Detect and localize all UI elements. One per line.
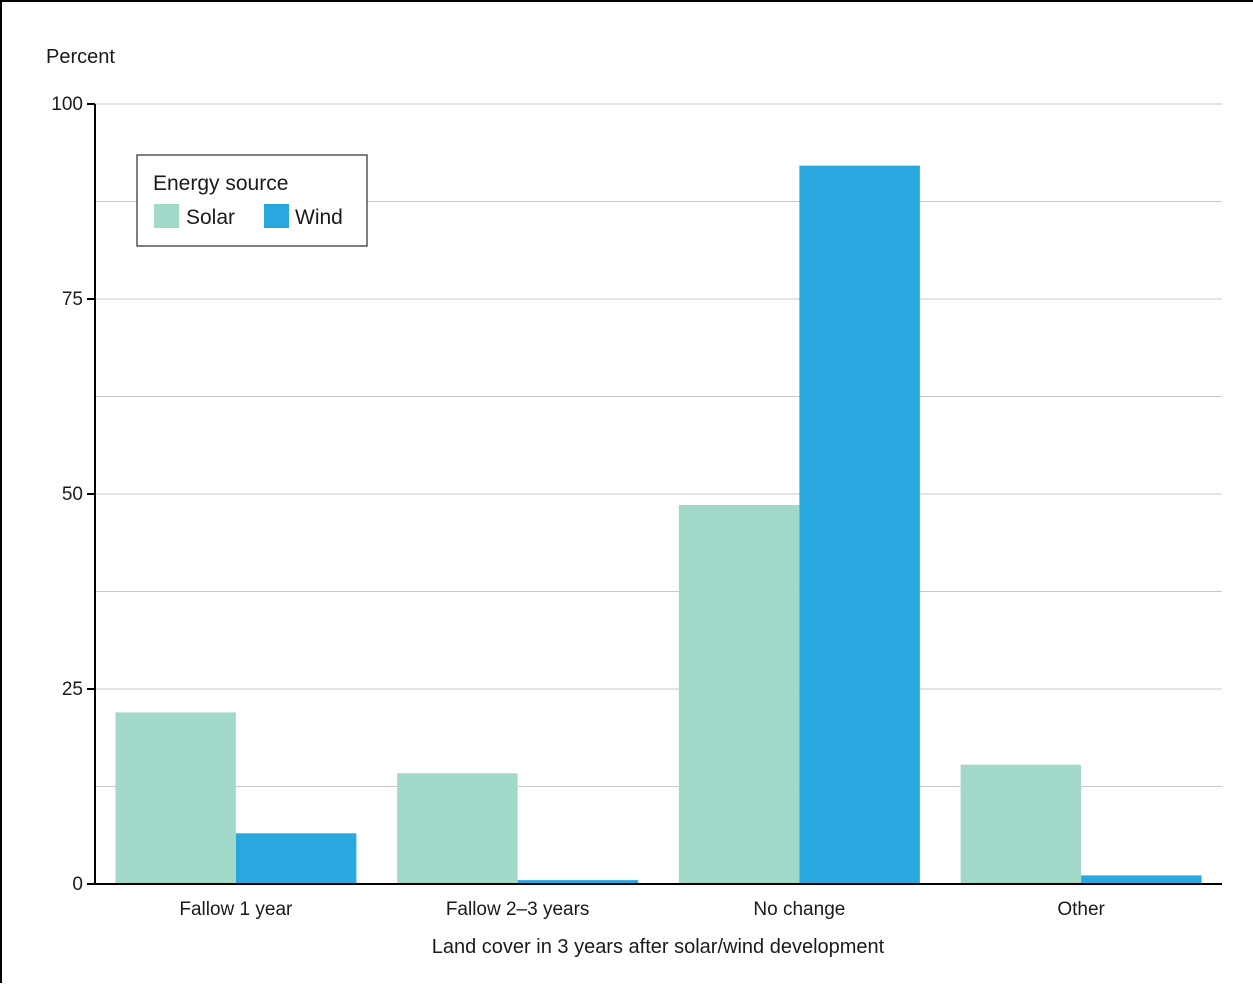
bar-wind-other [1081,875,1202,884]
y-tick-label-100: 100 [51,94,83,115]
x-tick-label-fallow-2-3-years: Fallow 2–3 years [446,899,590,920]
legend-swatch-wind [264,204,289,228]
bar-wind-fallow-2-3-years [517,880,639,884]
x-tick-label-other: Other [1057,899,1105,920]
axes: 0 25 50 75 100 [51,94,1222,895]
bars: Fallow 1 year Fallow 2–3 years No change Ot… [115,165,1202,920]
y-tick-label-0: 0 [72,874,83,895]
legend: Energy source Solar Wind [136,154,368,247]
x-tick-label-no-change: No change [753,899,845,920]
legend-box [136,154,368,247]
y-tick-label-75: 75 [62,289,83,310]
legend-swatch-solar [154,204,179,228]
x-tick-label-fallow-1-year: Fallow 1 year [179,899,293,920]
bar-wind-no-change [799,165,920,884]
bar-solar-fallow-1-year [115,712,236,884]
bar-solar-no-change [678,504,800,884]
legend-title: Energy source [153,172,288,195]
bar-wind-fallow-1-year [235,833,357,884]
x-axis-title: Land cover in 3 years after solar/wind d… [432,936,885,958]
bar-solar-fallow-2-3-years [397,773,518,884]
y-tick-label-50: 50 [62,484,83,505]
y-axis-title: Percent [46,46,115,68]
legend-label-wind: Wind [295,206,343,229]
y-tick-label-25: 25 [62,679,83,700]
bar-solar-other [960,764,1082,884]
legend-label-solar: Solar [186,206,235,229]
